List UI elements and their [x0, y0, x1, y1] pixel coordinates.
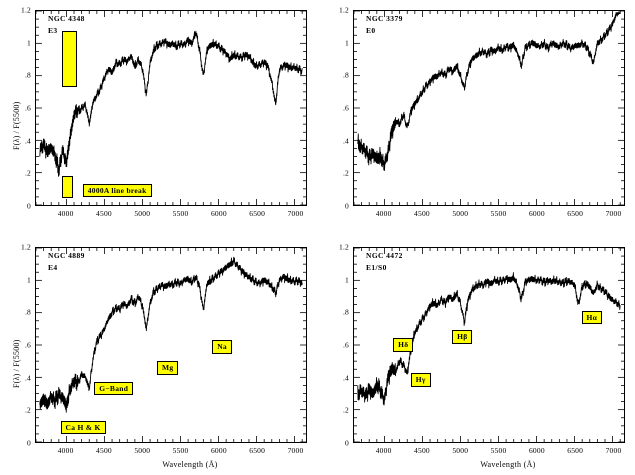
x-tick-label: 4000: [57, 209, 74, 218]
x-tick-label: 7000: [605, 446, 622, 455]
y-tick-label: 1: [27, 38, 31, 48]
x-axis-label-ngc4472: Wavelength (Å): [480, 460, 536, 469]
y-tick-label: .8: [24, 70, 31, 80]
y-tick-label: .4: [342, 136, 349, 146]
x-tick-label: 4000: [375, 446, 392, 455]
x-tick-label: 5000: [134, 209, 151, 218]
plot-frame-ngc4472: Hδ Hγ Hβ Hα: [353, 247, 625, 443]
y-tick-label: .2: [24, 405, 31, 415]
spectrum-trace-ngc4889: [36, 248, 306, 442]
galaxy-name-ngc3379: NGC 3379: [366, 14, 403, 23]
galaxy-type-ngc3379: E0: [366, 26, 376, 35]
x-tick-label: 5500: [490, 209, 507, 218]
y-tick-label: 1: [27, 275, 31, 285]
x-tick-label: 4500: [414, 446, 430, 455]
galaxy-type-ngc4889: E4: [48, 263, 58, 272]
y-tick-label: 1.2: [339, 5, 349, 15]
plot-frame-ngc4889: Ca H & K G−Band Mg Na: [35, 247, 307, 443]
annotation-ngc4472-1: Hγ: [410, 373, 431, 387]
x-tick-label: 6000: [528, 209, 545, 218]
x-tick-label: 4500: [96, 209, 112, 218]
galaxy-type-ngc4348: E3: [48, 26, 58, 35]
spectrum-trace-ngc4472: [354, 248, 624, 442]
x-tick-label: 4000: [375, 209, 392, 218]
x-tick-label: 7000: [287, 446, 304, 455]
panel-ngc3379: NGC 3379 E0 4000 4500 5000 5500 6000 6500 7000…: [318, 0, 635, 238]
y-tick-label: 1.2: [21, 242, 31, 252]
x-tick-label: 7000: [287, 209, 304, 218]
x-tick-label: 6500: [249, 209, 266, 218]
x-tick-label: 5500: [172, 209, 189, 218]
x-tick-label: 6500: [567, 209, 584, 218]
annotation-ngc4889-3: Na: [212, 340, 232, 354]
x-tick-label: 5500: [490, 446, 507, 455]
y-tick-label: 0: [345, 438, 349, 448]
x-tick-label: 5000: [134, 446, 151, 455]
x-tick-label: 4500: [96, 446, 112, 455]
y-tick-label: .6: [342, 340, 349, 350]
y-tick-label: .6: [342, 103, 349, 113]
x-tick-label: 6000: [210, 446, 227, 455]
spectrum-trace-ngc3379: [354, 11, 624, 205]
y-tick-label: .4: [24, 136, 31, 146]
spectrum-trace-ngc4348: [36, 11, 306, 205]
x-tick-label: 4000: [57, 446, 74, 455]
y-tick-label: 1: [345, 38, 349, 48]
annotation-ngc4472-0: Hδ: [393, 338, 414, 352]
y-tick-label: .8: [342, 307, 349, 317]
galaxy-name-ngc4472: NGC 4472: [366, 251, 403, 260]
galaxy-type-ngc4472: E1/S0: [366, 263, 387, 272]
annotation-ngc4889-1: G−Band: [94, 381, 134, 396]
galaxy-name-ngc4889: NGC 4889: [48, 251, 85, 260]
y-tick-label: .8: [342, 70, 349, 80]
x-tick-label: 7000: [605, 209, 622, 218]
y-tick-label: .2: [342, 168, 349, 178]
x-tick-label: 5000: [452, 209, 469, 218]
annotation-ngc4348-0: 4000A line break: [82, 183, 152, 198]
panel-ngc4348: 4000A line break NGC 4348 E3 F(λ) / F(55…: [0, 0, 318, 238]
y-tick-label: .2: [24, 168, 31, 178]
annotation-ngc4472-3: Hα: [581, 310, 603, 325]
y-tick-label: .2: [342, 405, 349, 415]
x-tick-label: 6000: [528, 446, 545, 455]
y-tick-label: 0: [345, 201, 349, 211]
highlight-block-ngc4348-0: [62, 30, 77, 87]
y-tick-label: .4: [24, 373, 31, 383]
y-tick-label: .6: [24, 103, 31, 113]
y-tick-label: 1: [345, 275, 349, 285]
y-tick-label: .6: [24, 340, 31, 350]
plot-frame-ngc4348: 4000A line break: [35, 10, 307, 206]
y-tick-label: .4: [342, 373, 349, 383]
y-tick-label: .8: [24, 307, 31, 317]
x-tick-label: 6500: [567, 446, 584, 455]
y-tick-label: 1.2: [339, 242, 349, 252]
annotation-ngc4889-2: Mg: [157, 361, 179, 375]
plot-frame-ngc3379: [353, 10, 625, 206]
y-tick-label: 1.2: [21, 5, 31, 15]
annotation-ngc4472-2: Hβ: [452, 330, 473, 344]
x-tick-label: 5500: [172, 446, 189, 455]
panel-ngc4472: Hδ Hγ Hβ Hα NGC 4472 E1/S0 Wavelength (Å) 4…: [318, 238, 635, 475]
x-tick-label: 5000: [452, 446, 469, 455]
galaxy-name-ngc4348: NGC 4348: [48, 14, 85, 23]
annotation-ngc4889-0: Ca H & K: [60, 420, 106, 435]
y-tick-label: 0: [27, 438, 31, 448]
panel-ngc4889: Ca H & K G−Band Mg Na NGC 4889 E4 F(λ) / F(…: [0, 238, 318, 475]
x-axis-label-ngc4889: Wavelength (Å): [162, 460, 218, 469]
y-tick-label: 0: [27, 201, 31, 211]
x-tick-label: 6500: [249, 446, 266, 455]
x-tick-label: 6000: [210, 209, 227, 218]
x-tick-label: 4500: [414, 209, 430, 218]
highlight-block-ngc4348-1: [62, 175, 73, 198]
